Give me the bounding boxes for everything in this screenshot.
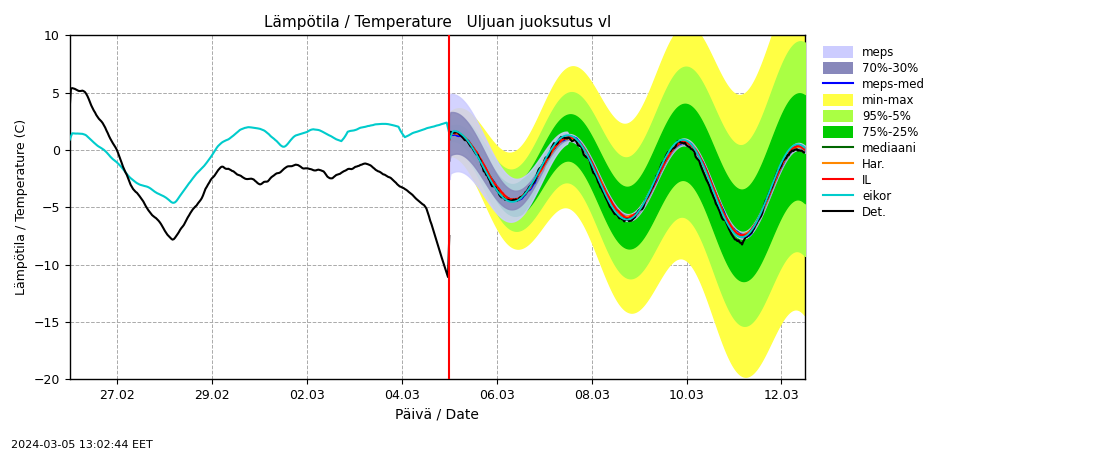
Text: 2024-03-05 13:02:44 EET: 2024-03-05 13:02:44 EET	[11, 440, 153, 450]
X-axis label: Päivä / Date: Päivä / Date	[396, 408, 480, 422]
Legend: meps, 70%-30%, meps-med, min-max, 95%-5%, 75%-25%, mediaani, Har., IL, eikor, De: meps, 70%-30%, meps-med, min-max, 95%-5%…	[818, 41, 930, 224]
Y-axis label: Lämpötila / Temperature (C): Lämpötila / Temperature (C)	[15, 119, 28, 295]
Title: Lämpötila / Temperature   Uljuan juoksutus vl: Lämpötila / Temperature Uljuan juoksutus…	[264, 15, 610, 30]
